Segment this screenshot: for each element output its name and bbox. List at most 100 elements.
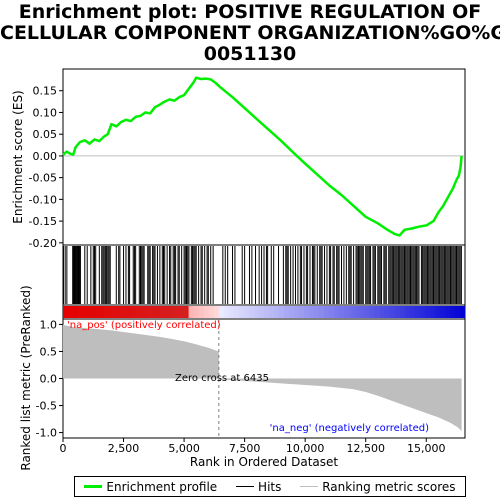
colorbar-segment xyxy=(133,306,139,318)
colorbar-segment xyxy=(409,306,416,318)
x-axis-label: Rank in Ordered Dataset xyxy=(190,455,338,469)
es-panel-frame xyxy=(62,68,466,246)
colorbar-segment xyxy=(158,306,164,318)
colorbar-segment xyxy=(434,306,441,318)
colorbar-segment xyxy=(138,306,144,318)
colorbar-segment xyxy=(284,306,290,318)
x-tick-label: 5,000 xyxy=(168,442,200,455)
x-tick-label: 2,500 xyxy=(108,442,140,455)
es-y-axis-label: Enrichment score (ES) xyxy=(11,90,25,223)
colorbar-segment xyxy=(354,306,360,318)
colorbar-segment xyxy=(459,306,466,318)
ranking-y-axis-label: Ranked list metric (PreRanked) xyxy=(19,285,33,470)
enrichment-profile-line xyxy=(62,76,463,237)
colorbar-segment xyxy=(429,306,436,318)
colorbar-segment xyxy=(339,306,345,318)
colorbar-segment xyxy=(83,306,89,318)
colorbar-segment xyxy=(253,306,260,318)
colorbar-segment xyxy=(168,306,175,318)
colorbar-segment xyxy=(364,306,371,318)
colorbar-segment xyxy=(113,306,119,318)
legend-item-hits: Hits xyxy=(236,480,281,494)
x-tick-label: 0 xyxy=(60,442,67,455)
colorbar-segment xyxy=(128,306,134,318)
chart-title-line-3: 0051130 xyxy=(203,43,297,65)
colorbar-segment xyxy=(153,306,159,318)
colorbar-segment xyxy=(68,306,74,318)
x-tick-label: 10,000 xyxy=(286,442,325,455)
colorbar-segment xyxy=(294,306,300,318)
colorbar-segment xyxy=(163,306,170,318)
colorbar-segment xyxy=(233,306,240,318)
legend-item-ranking: Ranking metric scores xyxy=(300,480,456,494)
chart-title-line-2: CELLULAR COMPONENT ORGANIZATION%GO%GO: xyxy=(0,22,500,44)
colorbar-segment xyxy=(289,306,295,318)
colorbar-segment xyxy=(218,306,225,318)
es-y-tick-label: -0.15 xyxy=(29,215,57,228)
colorbar-segment xyxy=(404,306,411,318)
colorbar-segment xyxy=(93,306,99,318)
colorbar-segment xyxy=(148,306,154,318)
x-axis: 0 2,500 5,000 7,500 10,000 12,500 15,000 xyxy=(60,438,446,455)
es-y-tick-label: -0.05 xyxy=(29,172,57,185)
legend: Enrichment profile Hits Ranking metric s… xyxy=(74,476,466,497)
colorbar-segment xyxy=(248,306,255,318)
colorbar-segment xyxy=(183,306,190,318)
colorbar-segment xyxy=(213,306,220,318)
colorbar-segment xyxy=(188,306,195,318)
colorbar-segment xyxy=(374,306,381,318)
colorbar-segment xyxy=(379,306,386,318)
colorbar-segment xyxy=(264,306,270,318)
colorbar-segment xyxy=(419,306,426,318)
colorbar-segment xyxy=(238,306,245,318)
positive-correlation-label: 'na_pos' (positively correlated) xyxy=(67,320,221,331)
ranking-y-tick-label: 0.0 xyxy=(40,373,58,386)
colorbar-segment xyxy=(329,306,335,318)
colorbar-segment xyxy=(449,306,456,318)
colorbar-segment xyxy=(389,306,396,318)
colorbar-segment xyxy=(103,306,109,318)
legend-ranking-swatch xyxy=(300,486,319,487)
x-tick-label: 12,500 xyxy=(346,442,385,455)
colorbar-segment xyxy=(304,306,310,318)
legend-hits-swatch xyxy=(236,486,255,487)
colorbar-segment xyxy=(319,306,325,318)
colorbar-segment xyxy=(414,306,421,318)
colorbar-segment xyxy=(274,306,280,318)
x-tick-label: 15,000 xyxy=(407,442,446,455)
es-y-axis: 0.15 0.10 0.05 0.00 -0.05 -0.10 -0.15 -0.20 xyxy=(29,85,63,250)
es-y-tick-label: 0.10 xyxy=(33,106,58,119)
colorbar-segment xyxy=(269,306,275,318)
ranking-metric-group xyxy=(63,319,462,438)
colorbar-segment xyxy=(88,306,94,318)
colorbar-segment xyxy=(279,306,285,318)
colorbar-segment xyxy=(173,306,180,318)
colorbar-segment xyxy=(108,306,114,318)
colorbar-segment xyxy=(258,306,265,318)
legend-item-enrichment: Enrichment profile xyxy=(84,480,217,494)
colorbar-segment xyxy=(399,306,406,318)
colorbar-segment xyxy=(208,306,215,318)
colorbar-segment xyxy=(73,306,79,318)
negative-correlation-label: 'na_neg' (negatively correlated) xyxy=(270,423,429,434)
colorbar-segment xyxy=(369,306,376,318)
colorbar-segment xyxy=(309,306,315,318)
colorbar-segment xyxy=(349,306,355,318)
colorbar-segment xyxy=(444,306,451,318)
colorbar-segment xyxy=(424,306,431,318)
hits-group xyxy=(62,246,462,304)
colorbar-segment xyxy=(178,306,185,318)
ranking-y-tick-label: -1.0 xyxy=(36,427,57,440)
es-y-tick-label: 0.15 xyxy=(33,85,58,98)
es-y-tick-label: -0.10 xyxy=(29,193,57,206)
colorbar-segment xyxy=(228,306,235,318)
ranking-y-tick-label: 1.0 xyxy=(40,318,58,331)
legend-enrichment-swatch xyxy=(84,485,103,488)
ranking-y-axis: 1.0 0.5 0.0 -0.5 -1.0 xyxy=(36,318,63,440)
es-y-tick-label: 0.00 xyxy=(33,150,58,163)
chart-title-line-1: Enrichment plot: POSITIVE REGULATION OF xyxy=(18,1,482,23)
colorbar-segment xyxy=(359,306,365,318)
es-y-tick-label: 0.05 xyxy=(33,128,58,141)
colorbar-segment xyxy=(454,306,461,318)
